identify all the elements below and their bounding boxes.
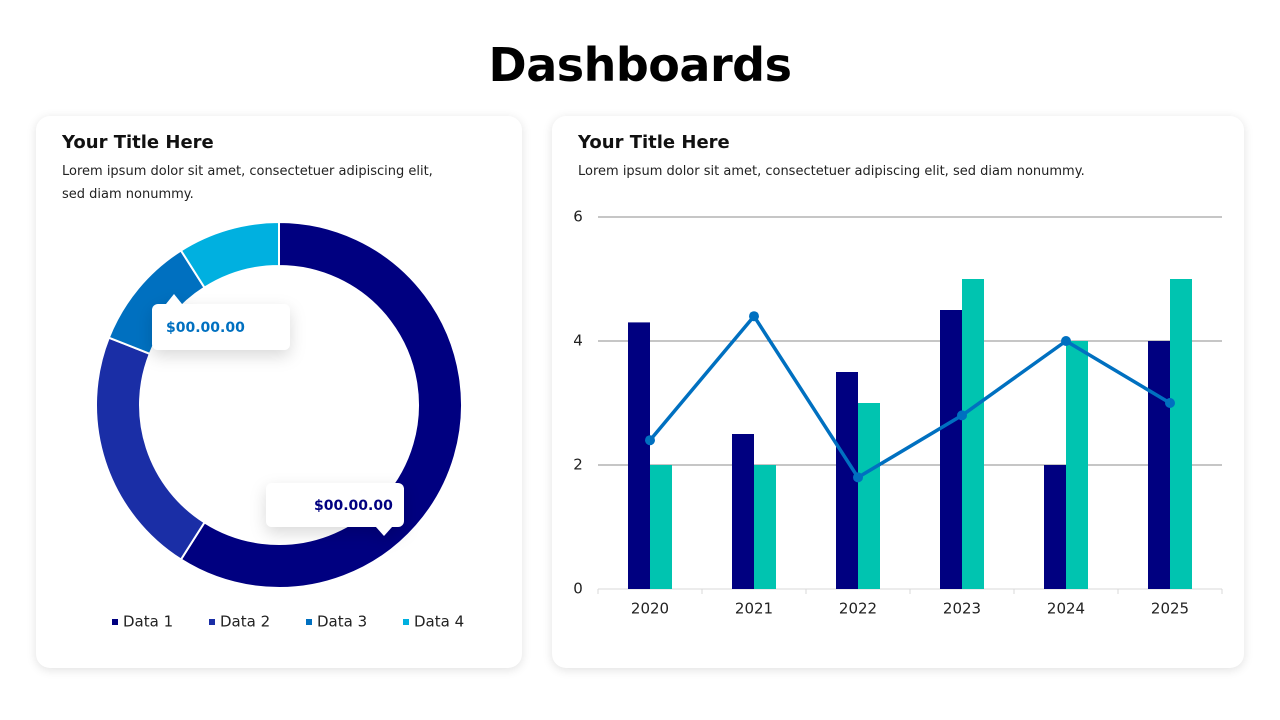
- line-point: [1165, 398, 1175, 408]
- bar: [628, 322, 650, 589]
- callout-box: [152, 304, 290, 350]
- bar: [1044, 465, 1066, 589]
- x-tick-label: 2025: [1151, 600, 1189, 618]
- line-point: [749, 311, 759, 322]
- card-title: Your Title Here: [578, 132, 730, 153]
- callout-box: [266, 483, 404, 527]
- bar: [650, 465, 672, 589]
- x-tick-label: 2021: [735, 600, 773, 618]
- line-series: [648, 314, 1171, 480]
- bar: [858, 403, 880, 589]
- bar: [1148, 341, 1170, 589]
- callout-pointer: [376, 527, 392, 536]
- legend-label: Data 3: [317, 613, 367, 631]
- y-tick-label: 0: [573, 580, 583, 598]
- donut-segment: [179, 220, 280, 290]
- x-tick-label: 2023: [943, 600, 981, 618]
- donut-segment: [95, 336, 206, 561]
- bar: [732, 434, 754, 589]
- bar: [1170, 279, 1192, 589]
- x-tick-label: 2024: [1047, 600, 1085, 618]
- card-title: Your Title Here: [62, 132, 214, 153]
- y-tick-label: 2: [573, 456, 583, 474]
- callout: [266, 483, 404, 536]
- bar: [836, 372, 858, 589]
- bar: [1066, 341, 1088, 589]
- legend-label: Data 4: [414, 613, 464, 631]
- legend-swatch: [306, 619, 312, 625]
- line-point: [1061, 336, 1071, 346]
- line-point: [853, 472, 863, 483]
- legend-swatch: [209, 619, 215, 625]
- bar: [962, 279, 984, 589]
- y-tick-label: 4: [573, 332, 583, 350]
- page-title: Dashboards: [488, 38, 792, 92]
- legend-label: Data 2: [220, 613, 270, 631]
- callout-label: $00.00.00: [166, 320, 245, 336]
- y-tick-label: 6: [573, 208, 583, 226]
- card-description: Lorem ipsum dolor sit amet, consectetuer…: [62, 164, 433, 202]
- callout-pointer: [166, 294, 182, 304]
- legend-label: Data 1: [123, 613, 173, 631]
- x-tick-label: 2020: [631, 600, 669, 618]
- bar: [940, 310, 962, 589]
- legend-swatch: [112, 619, 118, 625]
- bar: [754, 465, 776, 589]
- line-point: [957, 410, 967, 421]
- legend-swatch: [403, 619, 409, 625]
- card-description: Lorem ipsum dolor sit amet, consectetuer…: [578, 164, 1085, 179]
- callout-label: $00.00.00: [314, 498, 393, 514]
- line-point: [645, 435, 655, 446]
- callout: [152, 294, 290, 350]
- x-tick-label: 2022: [839, 600, 877, 618]
